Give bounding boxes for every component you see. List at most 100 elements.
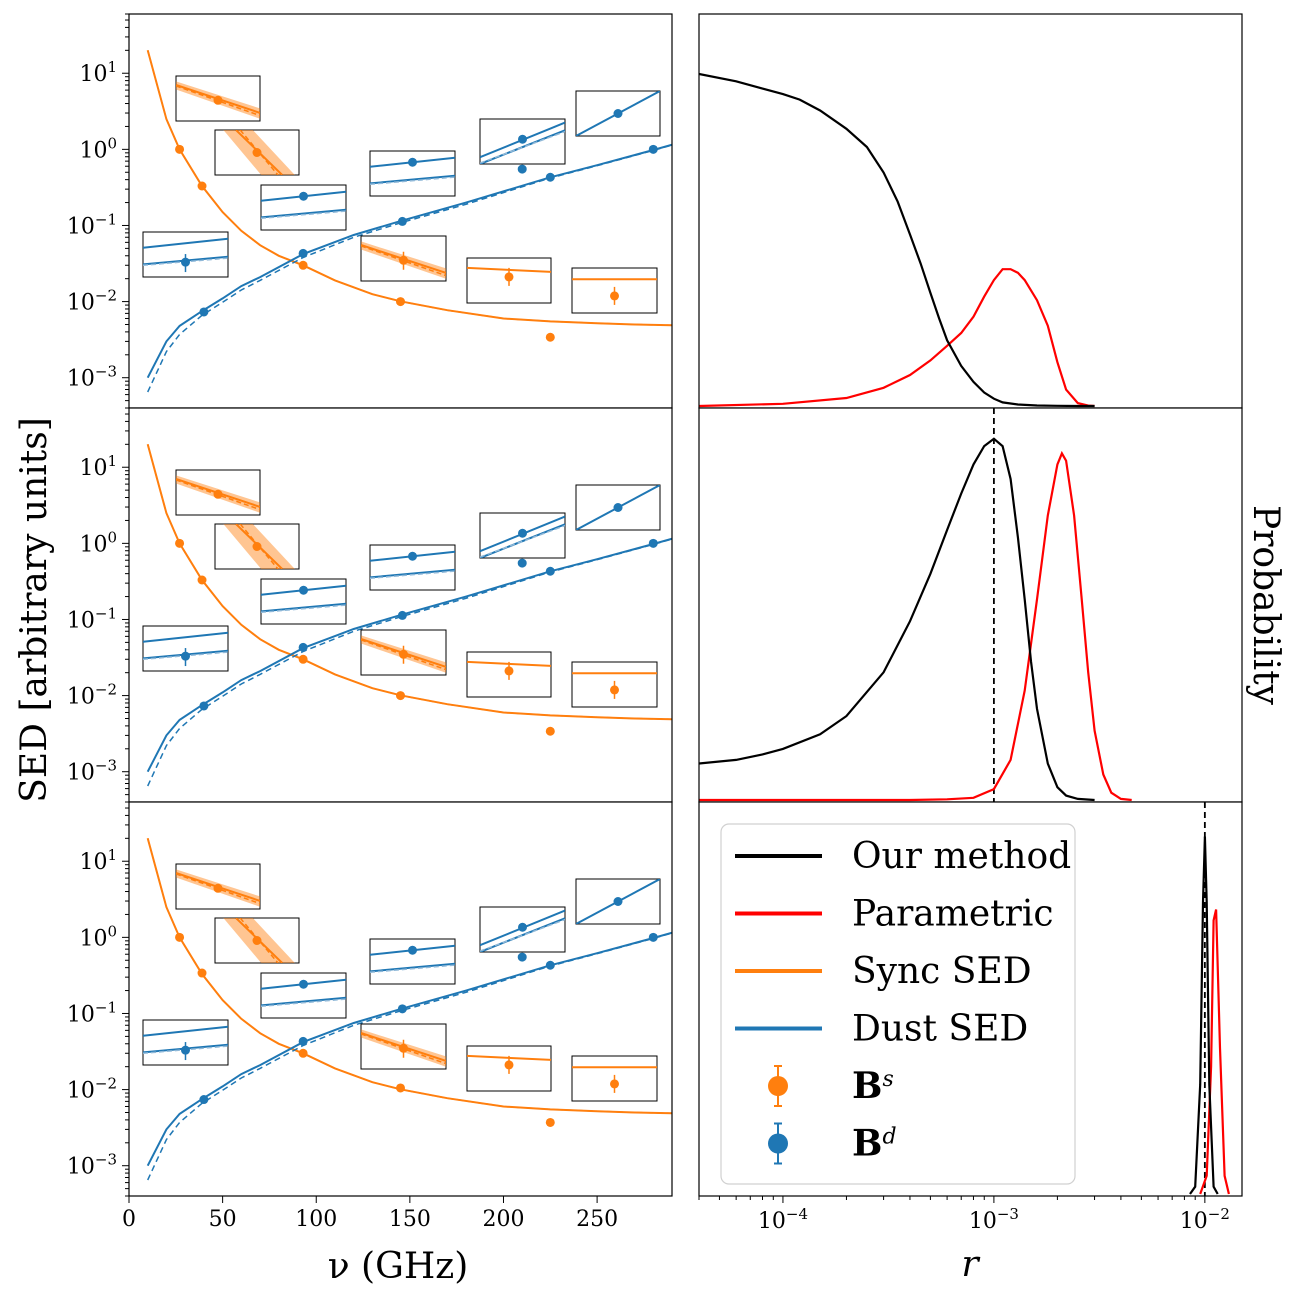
inset-point [213,883,223,893]
y-tick-label-base: 10 [67,1002,95,1027]
sync-data-point [175,144,185,154]
inset-zoom-box [360,235,447,282]
inset-fit-line [480,918,565,952]
legend-marker-swatch [768,1076,788,1096]
inset-frame [175,863,261,910]
legend-entry: Dust SED [735,1009,1028,1050]
inset-content [572,1066,657,1093]
posterior-plot-area [699,408,1132,802]
dust-data-point [545,172,555,182]
sync-sed-fit-line [146,444,672,720]
inset-content [176,475,260,513]
inset-content [480,121,565,164]
y-tick-label-exp: −3 [95,757,117,775]
inset-point [408,945,417,955]
right-y-axis-label: Probability [1245,505,1286,706]
inset-zoom-box [571,267,658,314]
inset-point [408,157,417,167]
legend-entry: Bd [768,1122,897,1165]
posterior-plot-area [699,72,1095,408]
inset-fit-line [361,245,446,277]
our-method-curve [699,72,1095,408]
sync-data-point [396,1083,405,1093]
inset-line-2 [370,568,455,579]
dust-data-point [397,1004,407,1014]
legend-label-sup: s [882,1067,893,1092]
x-tick-label: 150 [389,1207,431,1232]
inset-zoom-box [142,1019,229,1066]
inset-fit-line [239,918,279,963]
y-tick-label-exp: −1 [95,998,117,1016]
inset-fit-line [261,998,346,1008]
y-tick-label-base: 10 [67,608,95,633]
inset-content [223,918,295,963]
x-tick-label: 10−2 [1180,1205,1230,1234]
sync-data-point [197,575,207,585]
y-tick-label: 10−3 [67,757,117,786]
inset-content [361,635,446,673]
inset-line-2 [480,129,565,164]
inset-point [252,542,262,551]
inset-point [213,95,223,105]
inset-zoom-box [260,972,347,1019]
posterior-panel-2 [698,407,1243,803]
y-tick-label-exp: 0 [107,528,117,546]
inset-fit-line [261,604,346,614]
sed-panel-bg [129,408,672,802]
inset-fit-line [261,210,346,220]
inset-content [467,266,551,286]
x-tick-label: 10−3 [969,1205,1019,1234]
y-tick-label: 10−3 [67,1151,117,1180]
parametric-curve [699,268,1095,408]
inset-zoom-box [214,917,300,964]
inset-frame [360,1023,447,1070]
inset-point [213,489,223,499]
y-tick-label-base: 10 [67,367,95,392]
inset-content [370,550,455,580]
inset-content [261,584,346,614]
inset-content [143,631,228,667]
x-tick-label: 200 [482,1207,524,1232]
legend-label-sup: d [882,1124,896,1149]
y-tick-label-exp: −1 [95,210,117,228]
x-tick-label: 50 [209,1207,237,1232]
inset-point [252,936,262,945]
y-tick-label-base: 10 [79,456,107,481]
parametric-curve [699,450,1132,802]
inset-fit-line [239,130,279,175]
y-tick-label-exp: 1 [107,58,117,76]
sync-data-point [175,932,185,942]
dust-data-point [298,642,308,652]
y-tick-label-base: 10 [67,1155,95,1180]
legend-label-base: B [852,1065,882,1107]
y-tick-label-exp: −3 [95,363,117,381]
dust-data-point [517,558,527,568]
y-tick-label-exp: 1 [107,846,117,864]
posterior-panel-bg [699,408,1242,802]
inset-fit-line [361,1033,446,1065]
sync-data-point [175,538,185,548]
right-x-axis-label: r [961,1244,980,1285]
sed-panel-bg [129,802,672,1196]
inset-zoom-box [175,75,261,122]
inset-line-2 [370,962,455,973]
y-tick-label: 100 [79,528,117,557]
x-tick-label-exp: −3 [997,1205,1019,1223]
inset-zoom-box [479,118,566,165]
y-tick-label-exp: −3 [95,1151,117,1169]
inset-content [261,978,346,1008]
x-tick-label-exp: −2 [1208,1205,1230,1223]
inset-frame [571,661,658,708]
legend-label-base: B [852,1123,882,1165]
inset-point [613,897,623,906]
inset-zoom-box [571,1055,658,1102]
y-tick-label-exp: −1 [95,604,117,622]
y-tick-label-base: 10 [79,138,107,163]
inset-point [299,585,308,595]
inset-line [143,1025,228,1037]
dust-data-point [648,932,658,942]
inset-content [480,515,565,558]
inset-fit-line [370,176,455,186]
